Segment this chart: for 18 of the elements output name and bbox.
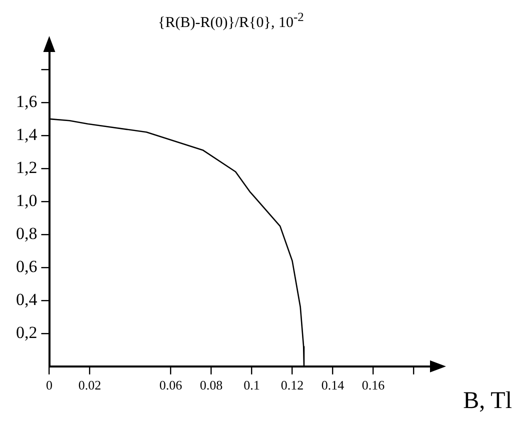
y-tick-label: 0,4 (16, 290, 38, 309)
y-tick-label: 1,2 (16, 158, 38, 177)
x-axis-title: B, Tl (463, 388, 512, 415)
x-tick-label: 0.1 (244, 378, 260, 393)
x-tick-label: 0.14 (321, 378, 345, 393)
x-tick-label: 0.12 (280, 378, 304, 393)
y-tick-label: 1,4 (16, 124, 38, 144)
x-tick-label: 0.16 (362, 378, 386, 393)
y-tick-label: 0,6 (16, 256, 38, 276)
y-tick-label: 0,8 (16, 224, 38, 243)
y-tick-label: 1,6 (16, 92, 38, 111)
x-tick-label: 0 (46, 378, 52, 393)
y-tick-label: 0,2 (16, 322, 38, 342)
x-tick-label: 0.06 (159, 378, 183, 393)
x-tick-label: 0.08 (200, 378, 223, 393)
y-tick-label: 1,0 (16, 190, 38, 210)
y-axis-title: {R(B)-R(0)}/R{0}, 10$^{-2}$ (158, 10, 304, 32)
x-tick-label: 0.02 (78, 378, 102, 393)
